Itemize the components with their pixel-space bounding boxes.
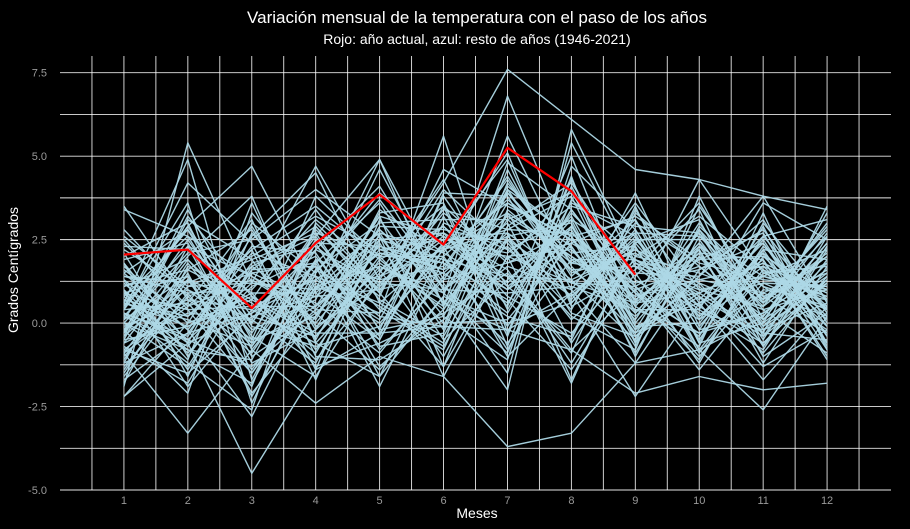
history-year-line: [123, 188, 828, 388]
y-tick-label: 0.0: [32, 318, 47, 330]
y-tick-label: -5.0: [28, 485, 47, 497]
y-tick-label: 2.5: [32, 235, 47, 247]
chart-title: Variación mensual de la temperatura con …: [247, 8, 707, 27]
x-tick-label: 9: [632, 495, 638, 507]
history-year-line: [123, 162, 828, 371]
x-tick-label: 2: [185, 495, 191, 507]
history-year-line: [123, 195, 828, 371]
history-year-line: [123, 228, 828, 371]
history-year-line: [123, 325, 828, 474]
history-year-line: [123, 225, 828, 371]
y-tick-label: -2.5: [28, 402, 47, 414]
y-axis-title: Grados Centígrados: [5, 207, 21, 333]
history-year-line: [123, 68, 828, 387]
x-axis-title: Meses: [456, 505, 497, 521]
history-year-line: [123, 185, 828, 348]
history-lines: [123, 68, 828, 474]
history-year-line: [123, 238, 828, 364]
history-year-line: [123, 232, 828, 381]
x-tick-label: 1: [121, 495, 127, 507]
x-tick-label: 7: [504, 495, 510, 507]
history-year-line: [123, 158, 828, 321]
history-year-line: [123, 205, 828, 368]
history-year-line: [123, 222, 828, 384]
x-tick-label: 8: [568, 495, 574, 507]
history-year-line: [123, 155, 828, 331]
history-year-line: [123, 208, 828, 348]
current-year-line: [123, 146, 637, 310]
x-tick-label: 3: [249, 495, 255, 507]
history-year-line: [123, 245, 828, 398]
history-year-line: [123, 235, 828, 361]
y-tick-label: 5.0: [32, 151, 47, 163]
x-tick-label: 5: [377, 495, 383, 507]
chart-subtitle: Rojo: año actual, azul: resto de años (1…: [323, 31, 630, 47]
x-tick-label: 4: [313, 495, 319, 507]
history-year-line: [123, 188, 828, 381]
tick-labels: 1 2 3 4 5 6 7 8 9 10 11 12-5.0-2.50.02.55.07.5: [28, 68, 833, 507]
x-tick-label: 12: [821, 495, 833, 507]
y-tick-label: 7.5: [32, 68, 47, 80]
x-tick-label: 11: [757, 495, 768, 507]
history-year-line: [123, 158, 828, 381]
x-tick-label: 10: [693, 495, 705, 507]
history-year-line: [123, 192, 828, 344]
current-year-series-line: [123, 146, 637, 310]
history-year-line: [123, 316, 828, 448]
history-year-line: [123, 232, 828, 374]
history-year-line: [123, 192, 828, 341]
history-year-line: [123, 135, 828, 368]
history-year-line: [123, 198, 828, 354]
x-tick-label: 6: [440, 495, 446, 507]
